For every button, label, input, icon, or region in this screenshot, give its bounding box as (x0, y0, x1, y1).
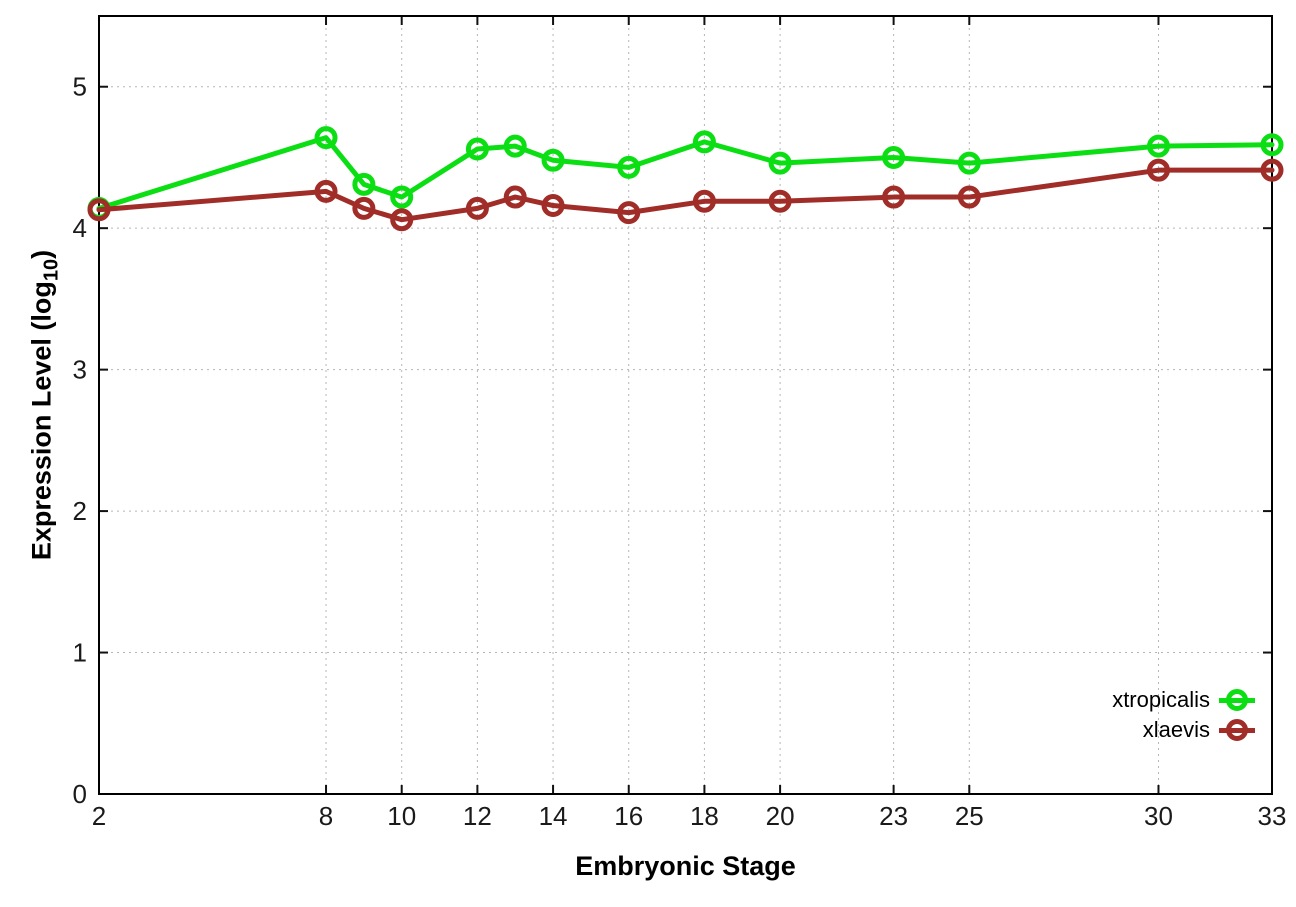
y-axis-label: Expression Level (log10) (27, 250, 64, 560)
x-tick-label: 8 (319, 801, 333, 831)
y-axis-label-suffix: ) (26, 249, 57, 259)
data-point-xtropicalis (390, 185, 414, 209)
x-tick-label: 23 (879, 801, 908, 831)
x-tick-label: 18 (690, 801, 719, 831)
data-point-xtropicalis (352, 172, 376, 196)
x-tick-label: 2 (92, 801, 106, 831)
data-point-xtropicalis (503, 134, 527, 158)
data-point-xtropicalis (465, 137, 489, 161)
y-tick-label: 3 (73, 355, 87, 385)
data-point-xlaevis (314, 179, 338, 203)
data-point-xtropicalis (692, 130, 716, 154)
data-point-xlaevis (87, 198, 111, 222)
data-point-xlaevis (957, 185, 981, 209)
data-point-xlaevis (390, 208, 414, 232)
series-line-xlaevis (96, 167, 1275, 223)
x-tick-label: 16 (614, 801, 643, 831)
plot-border (98, 15, 1273, 795)
data-point-xlaevis (692, 189, 716, 213)
legend-point-sample (1226, 719, 1248, 741)
data-point-xtropicalis (957, 151, 981, 175)
legend-label-xtropicalis: xtropicalis (1112, 687, 1210, 712)
data-point-xlaevis (503, 185, 527, 209)
y-axis-label-subscript: 10 (40, 258, 63, 282)
data-point-xlaevis (465, 196, 489, 220)
y-tick-label: 1 (73, 638, 87, 668)
data-point-xlaevis (617, 201, 641, 225)
data-point-xlaevis (541, 194, 565, 218)
legend-point-sample (1226, 689, 1248, 711)
x-tick-label: 25 (955, 801, 984, 831)
data-point-xtropicalis (617, 155, 641, 179)
y-tick-label: 2 (73, 496, 87, 526)
legend-label-xlaevis: xlaevis (1142, 717, 1210, 742)
y-tick-label: 5 (73, 72, 87, 102)
x-tick-label: 30 (1144, 801, 1173, 831)
data-point-xlaevis (882, 185, 906, 209)
x-tick-label: 12 (463, 801, 492, 831)
x-axis-label: Embryonic Stage (575, 851, 796, 881)
data-point-xlaevis (352, 196, 376, 220)
x-tick-label: 10 (387, 801, 416, 831)
y-axis-label-text: Expression Level (log (26, 281, 57, 561)
legend-marker-xlaevis-icon (1219, 717, 1255, 743)
data-point-xtropicalis (314, 126, 338, 150)
x-tick-label: 33 (1258, 801, 1287, 831)
data-point-xtropicalis (1260, 133, 1284, 157)
data-point-xlaevis (1260, 158, 1284, 182)
data-point-xtropicalis (1146, 134, 1170, 158)
x-tick-label: 20 (766, 801, 795, 831)
data-point-xtropicalis (768, 151, 792, 175)
legend-item-xtropicalis: xtropicalis (1112, 685, 1255, 715)
data-point-xlaevis (768, 189, 792, 213)
y-tick-label: 0 (73, 779, 87, 809)
data-point-xtropicalis (882, 145, 906, 169)
legend-marker-xtropicalis-icon (1219, 687, 1255, 713)
data-point-xtropicalis (541, 148, 565, 172)
x-tick-label: 14 (539, 801, 568, 831)
data-point-xlaevis (1146, 158, 1170, 182)
y-tick-label: 4 (73, 213, 87, 243)
legend-item-xlaevis: xlaevis (1143, 715, 1255, 745)
legend: xtropicalis xlaevis (1112, 685, 1255, 745)
